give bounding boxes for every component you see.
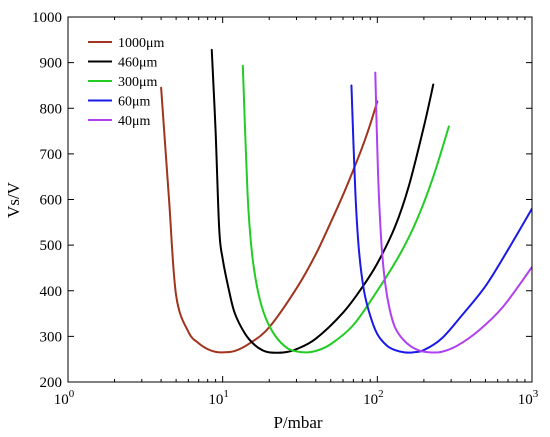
x-tick-label: 103 [518,388,539,408]
curves-layer [160,48,532,354]
y-tick-label: 300 [40,329,63,345]
plot-frame [67,16,533,383]
y-tick-label: 400 [40,284,63,300]
legend-label-0: 1000μm [118,36,165,51]
x-tick-label: 101 [208,388,229,408]
y-tick-label: 600 [40,193,63,209]
series-line-1 [210,48,435,354]
series-line-3 [350,84,532,354]
legend-label-4: 40μm [118,114,151,129]
legend: 1000μm 460μm 300μm 60μm 40μm [88,36,165,129]
y-tick-label: 1000 [32,10,62,26]
y-tick-label: 700 [40,147,63,163]
series-line-0 [160,86,379,354]
legend-label-3: 60μm [118,95,151,110]
legend-label-2: 300μm [118,75,158,90]
series-line-4 [374,71,532,354]
x-axis-label: P/mbar [273,413,322,432]
legend-label-1: 460μm [118,56,158,71]
y-tick-label: 900 [40,56,63,72]
y-tick-label: 500 [40,238,63,254]
y-tick-label: 800 [40,101,63,117]
x-tick-label: 100 [54,388,75,408]
y-tick-label: 200 [40,375,63,391]
x-tick-label: 102 [363,388,384,408]
ticks-layer: 200 300 400 500 600 700 800 900 1000 100 101 102 103 [32,10,539,408]
series-line-2 [241,64,450,354]
y-axis-label: Vs/V [4,181,23,218]
